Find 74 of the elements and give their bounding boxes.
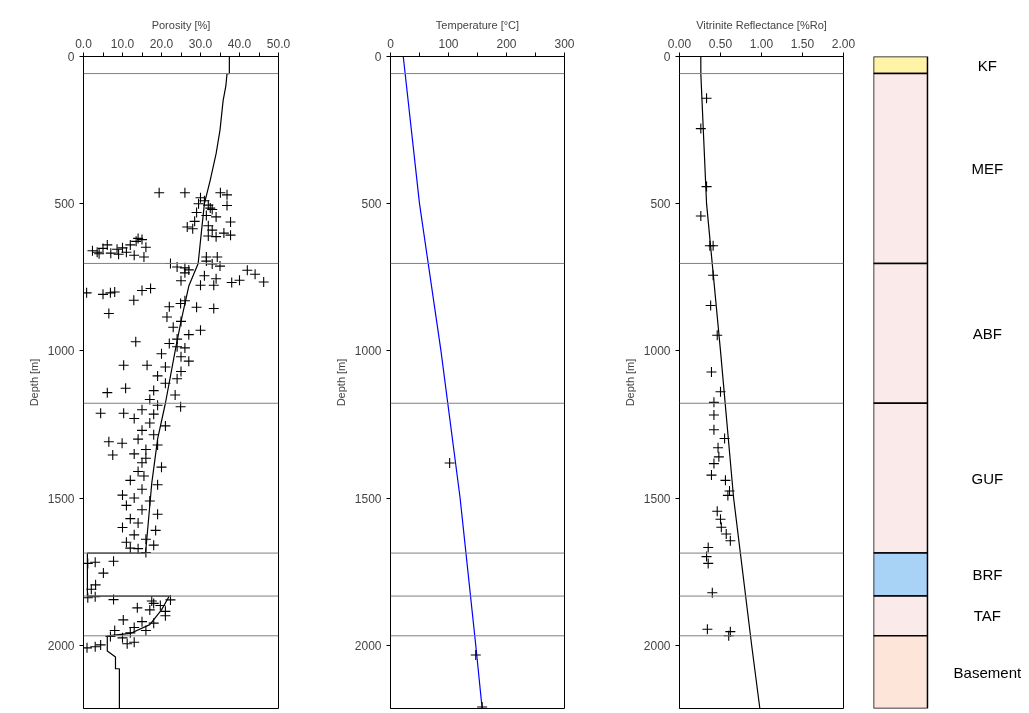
x-tick-label: 0.50 bbox=[708, 36, 733, 51]
line-series bbox=[700, 56, 761, 709]
text: ABF bbox=[972, 324, 1002, 342]
point bbox=[712, 442, 724, 454]
point bbox=[711, 329, 723, 341]
x-tick-label: 10.0 bbox=[110, 36, 135, 51]
y-tick-label: 1500 bbox=[47, 491, 75, 506]
x-tick-label: 50.0 bbox=[266, 36, 291, 51]
series-label: Basement bbox=[953, 663, 1022, 681]
point bbox=[715, 521, 727, 533]
y-tick-label: 1500 bbox=[643, 491, 671, 506]
point bbox=[705, 469, 718, 481]
point bbox=[444, 457, 456, 469]
point bbox=[470, 649, 482, 661]
text: KF bbox=[977, 56, 997, 74]
y-axis-title: Depth [m] bbox=[334, 358, 347, 407]
y-tick-label: 0 bbox=[374, 50, 382, 64]
point bbox=[711, 505, 723, 517]
x-tick-label: 20.0 bbox=[149, 36, 174, 51]
x-tick-label: 0.0 bbox=[75, 36, 93, 51]
x-axis-title: Vitrinite Reflectance [%Ro] bbox=[696, 18, 827, 31]
y-tick-label: 2000 bbox=[47, 638, 75, 653]
y-axis-title: Depth [m] bbox=[623, 358, 636, 407]
point bbox=[707, 269, 719, 281]
x-tick-label: 1.00 bbox=[749, 36, 774, 51]
point bbox=[714, 513, 727, 525]
y-tick-label: 2000 bbox=[354, 638, 382, 653]
y-tick-label: 2000 bbox=[643, 638, 671, 653]
point bbox=[708, 424, 720, 436]
point bbox=[724, 626, 736, 638]
point bbox=[701, 92, 713, 104]
x-tick-label: 100 bbox=[438, 36, 459, 51]
point bbox=[706, 587, 718, 599]
point bbox=[720, 528, 732, 540]
point bbox=[702, 541, 714, 554]
point bbox=[701, 623, 713, 635]
x-tick-label: 30.0 bbox=[188, 36, 213, 51]
y-tick-label: 1500 bbox=[354, 491, 382, 506]
y-tick-label: 1000 bbox=[354, 344, 382, 359]
y-tick-label: 500 bbox=[54, 197, 75, 212]
y-tick-label: 1000 bbox=[47, 344, 75, 359]
x-tick-label: 0 bbox=[387, 36, 395, 51]
y-tick-label: 500 bbox=[650, 197, 671, 212]
x-tick-label: 40.0 bbox=[227, 36, 252, 51]
x-axis-title: Porosity [%] bbox=[151, 18, 211, 31]
x-axis-title: Temperature [°C] bbox=[435, 18, 520, 31]
text: BRF bbox=[972, 566, 1003, 584]
point bbox=[701, 181, 713, 193]
point bbox=[701, 551, 713, 563]
x-tick-label: 300 bbox=[554, 36, 575, 51]
point bbox=[702, 557, 714, 569]
point bbox=[714, 386, 727, 398]
text: MEF bbox=[971, 160, 1004, 177]
point bbox=[695, 210, 707, 222]
y-tick-label: 0 bbox=[67, 50, 75, 64]
point bbox=[719, 474, 731, 486]
y-tick-label: 500 bbox=[361, 197, 382, 212]
x-tick-label: 1.50 bbox=[790, 36, 815, 51]
point bbox=[705, 366, 718, 378]
point bbox=[719, 433, 731, 445]
point bbox=[705, 299, 717, 312]
x-tick-label: 200 bbox=[496, 36, 517, 51]
point bbox=[708, 409, 720, 421]
point bbox=[724, 535, 736, 547]
point bbox=[708, 396, 720, 408]
y-tick-label: 1000 bbox=[643, 344, 671, 359]
x-tick-label: 0.00 bbox=[667, 36, 692, 51]
text: TAF bbox=[973, 607, 1001, 625]
point bbox=[722, 489, 734, 501]
x-tick-label: 2.00 bbox=[831, 36, 856, 51]
text: GUF bbox=[971, 469, 1004, 487]
point bbox=[695, 123, 707, 135]
y-axis-title: Depth [m] bbox=[27, 358, 40, 407]
y-tick-label: 0 bbox=[663, 50, 671, 64]
